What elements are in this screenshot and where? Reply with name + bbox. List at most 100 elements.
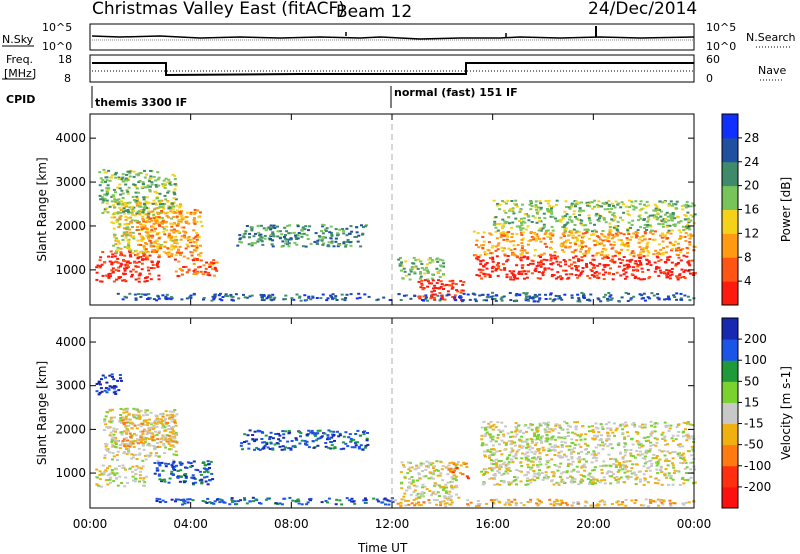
- power-cell: [546, 202, 550, 205]
- velocity-cell: [623, 464, 627, 467]
- velocity-cell: [575, 439, 579, 442]
- beam-label: Beam 12: [336, 2, 412, 22]
- power-cell: [199, 270, 203, 273]
- velocity-cell: [538, 460, 542, 463]
- power-cell: [506, 199, 510, 202]
- velocity-cell: [141, 430, 145, 433]
- velocity-cell: [643, 462, 647, 465]
- power-cell: [541, 227, 545, 230]
- velocity-cell: [410, 466, 414, 469]
- power-cell: [438, 269, 442, 272]
- power-cell: [493, 220, 497, 223]
- velocity-cell: [514, 504, 518, 507]
- velocity-cell: [572, 450, 576, 453]
- velocity-cell: [454, 479, 458, 482]
- velocity-cell: [517, 470, 521, 472]
- power-cell: [636, 265, 640, 268]
- velocity-cell: [671, 434, 675, 437]
- power-cell: [156, 178, 160, 181]
- velocity-cell: [332, 447, 336, 450]
- power-cell: [458, 296, 462, 299]
- velocity-cell: [486, 449, 490, 452]
- velocity-cell: [649, 501, 653, 504]
- power-cell: [173, 258, 177, 261]
- velocity-cell: [511, 449, 515, 452]
- power-cell: [626, 242, 630, 244]
- velocity-cell: [143, 411, 147, 414]
- velocity-cell: [600, 468, 604, 471]
- velocity-cell: [530, 466, 534, 469]
- power-cell: [670, 261, 674, 264]
- velocity-cell: [132, 446, 136, 448]
- velocity-cell: [571, 469, 575, 472]
- power-cell: [419, 271, 423, 273]
- velocity-cell: [483, 450, 487, 453]
- velocity-cell: [507, 440, 511, 443]
- velocity-cell: [113, 416, 116, 419]
- velocity-cell: [600, 434, 603, 437]
- power-cell: [535, 221, 539, 224]
- velocity-cell: [676, 470, 679, 472]
- power-cell: [180, 218, 184, 221]
- power-cell: [111, 267, 115, 270]
- power-cell: [558, 297, 562, 299]
- power-cell: [520, 253, 524, 256]
- power-cell: [132, 237, 136, 240]
- power-cell: [141, 258, 144, 261]
- velocity-cell: [424, 468, 428, 471]
- velocity-cell: [493, 499, 496, 501]
- velocity-cell: [147, 430, 151, 433]
- power-cell: [666, 231, 670, 234]
- velocity-cell: [553, 444, 557, 447]
- velocity-cell: [491, 428, 495, 431]
- power-cell: [608, 231, 612, 234]
- velocity-cell: [167, 434, 171, 437]
- velocity-cell: [316, 437, 320, 440]
- velocity-cell: [421, 494, 424, 497]
- power-cell: [160, 199, 164, 202]
- velocity-cell: [178, 480, 182, 483]
- velocity-cell: [576, 470, 580, 473]
- velocity-cell: [348, 433, 352, 436]
- velocity-cell: [683, 467, 687, 470]
- power-cell: [154, 217, 158, 220]
- power-cell: [172, 201, 176, 204]
- velocity-cell: [561, 501, 565, 504]
- power-cell: [166, 247, 170, 250]
- power-cell: [194, 273, 198, 276]
- power-cell: [682, 254, 686, 257]
- velocity-cell: [489, 467, 493, 470]
- power-cell: [153, 219, 157, 222]
- velocity-cell: [539, 463, 543, 466]
- power-cell: [529, 239, 533, 242]
- velocity-cell: [553, 454, 557, 456]
- power-cell: [117, 266, 121, 269]
- power-cell: [503, 267, 507, 270]
- velocity-cell: [231, 500, 235, 503]
- power-cell: [494, 269, 498, 272]
- power-cell: [536, 277, 540, 280]
- power-cell: [586, 274, 590, 277]
- velocity-cell: [148, 427, 152, 429]
- velocity-cell: [507, 503, 511, 506]
- power-cell: [256, 240, 260, 243]
- power-cell: [152, 298, 156, 301]
- velocity-cell: [305, 443, 309, 446]
- velocity-cell: [598, 444, 602, 447]
- power-cell: [435, 267, 439, 270]
- power-cell: [580, 240, 584, 243]
- power-cell: [670, 273, 674, 276]
- velocity-cell: [455, 463, 459, 466]
- velocity-cell: [455, 486, 459, 488]
- power-cell: [639, 226, 643, 229]
- power-cell: [500, 296, 504, 299]
- power-cell: [631, 205, 635, 208]
- power-cell: [259, 239, 263, 242]
- power-cell: [675, 249, 678, 252]
- power-cell: [494, 226, 498, 229]
- power-cell: [193, 208, 197, 211]
- power-cell: [450, 284, 454, 287]
- velocity-cell: [115, 428, 119, 431]
- velocity-cell: [600, 499, 604, 502]
- velocity-cell: [633, 456, 637, 459]
